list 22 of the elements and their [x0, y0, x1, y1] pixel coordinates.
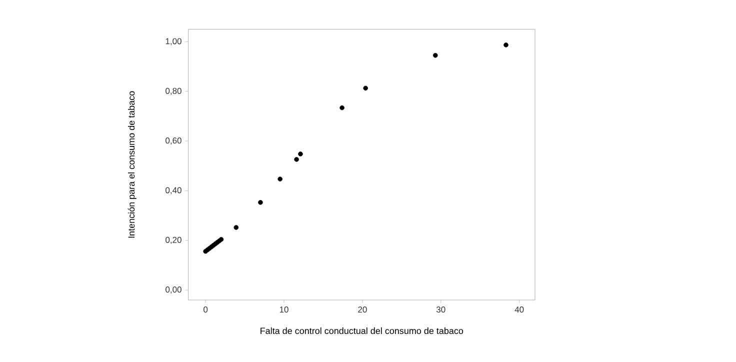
y-tick-label: 0,80 [166, 88, 182, 95]
x-tick-label: 10 [280, 306, 288, 313]
y-tick-label: 0,60 [166, 138, 182, 145]
point [340, 105, 344, 110]
x-tick-label: 40 [514, 306, 524, 313]
point [294, 157, 299, 162]
y-axis-title: Intención para el consumo de tabaco [128, 91, 136, 238]
y-tick-label: 0,00 [166, 286, 182, 294]
point [234, 225, 239, 230]
y-tick-label: 1,00 [166, 38, 182, 46]
point [258, 200, 263, 205]
point [278, 176, 282, 182]
point [298, 152, 303, 156]
y-tick-label: 0,20 [166, 236, 182, 244]
point [432, 52, 438, 58]
x-tick-label: 30 [436, 306, 446, 313]
y-tick-label: 0,40 [166, 187, 182, 194]
x-axis-title: Falta de control conductual del consumo de tabaco [260, 327, 464, 334]
x-tick-label: 20 [358, 306, 367, 313]
point [504, 42, 508, 48]
point [363, 86, 368, 91]
x-tick-label: 0 [204, 306, 208, 313]
